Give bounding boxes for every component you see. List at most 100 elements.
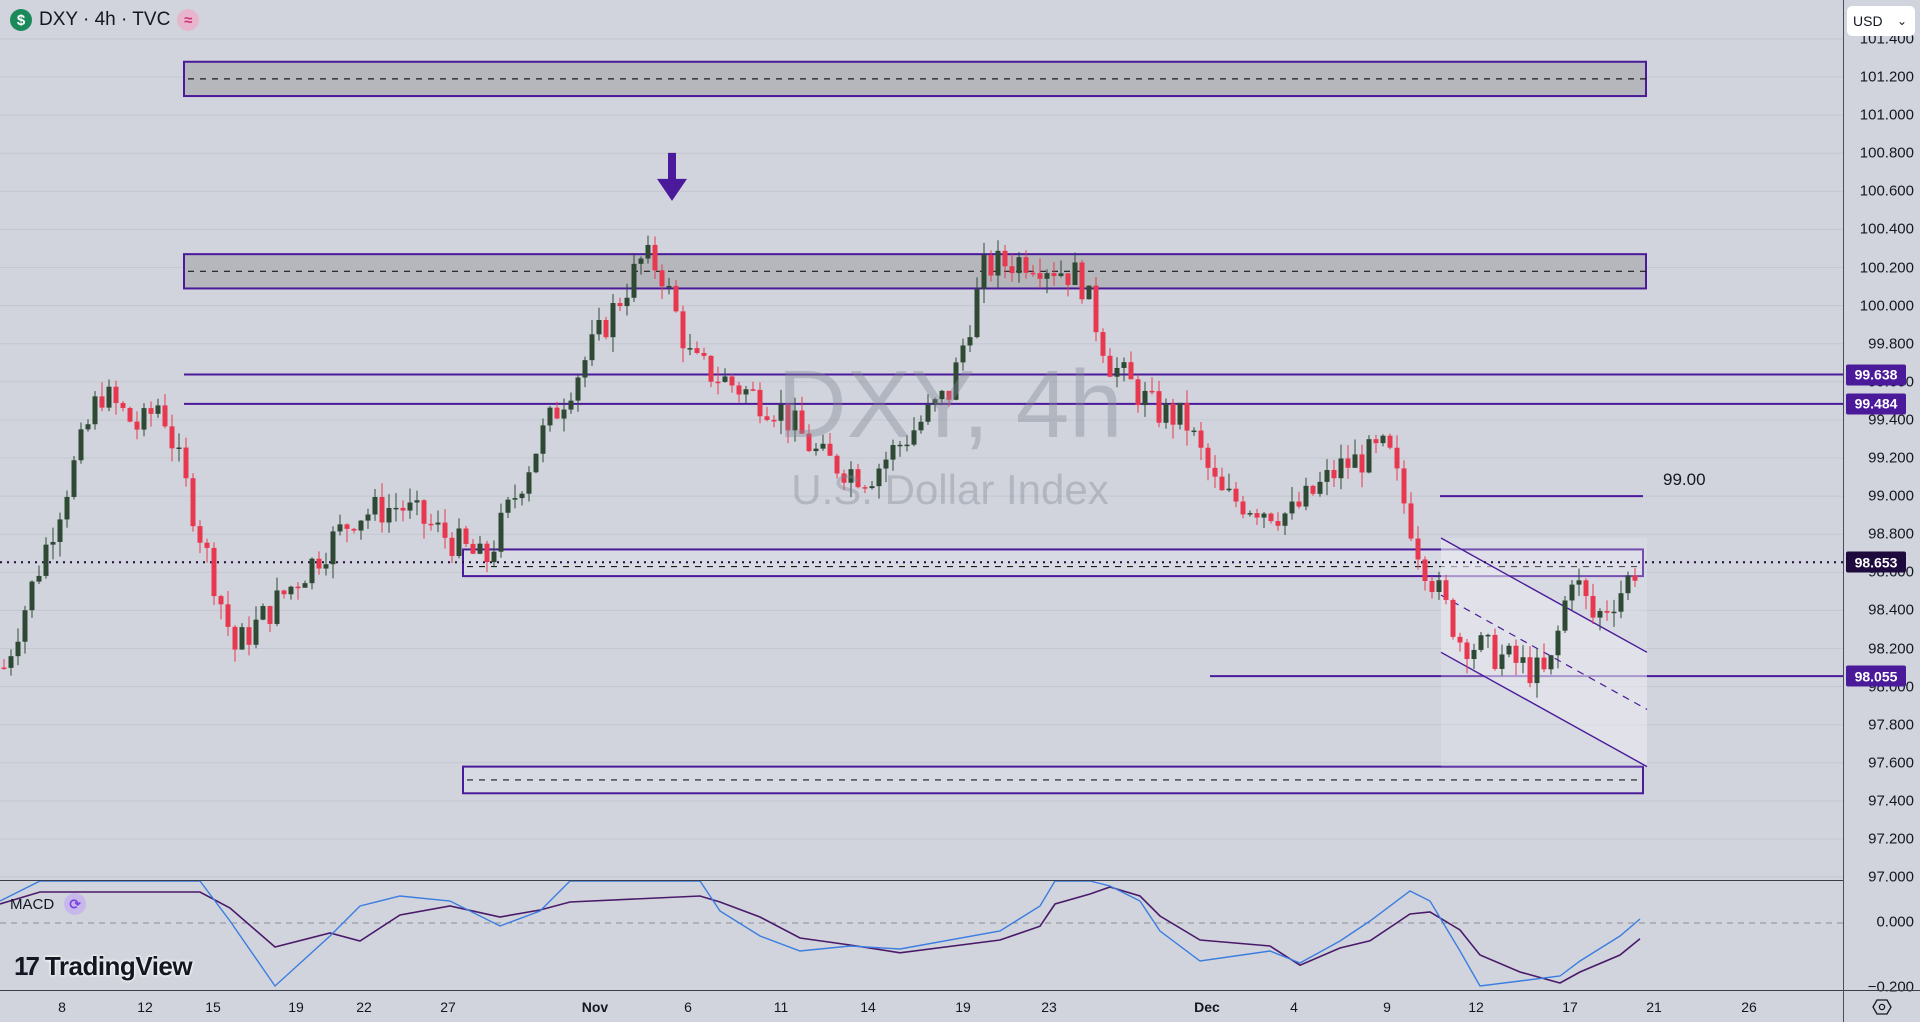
candle xyxy=(911,430,917,445)
candle xyxy=(869,486,875,489)
candle xyxy=(1254,513,1260,518)
candle xyxy=(1079,262,1085,300)
symbol-title[interactable]: DXY · 4h · TVC xyxy=(39,9,171,30)
candle xyxy=(1240,501,1246,515)
candle xyxy=(1030,272,1036,275)
candle xyxy=(519,493,525,499)
candle xyxy=(78,429,84,461)
candle xyxy=(204,542,210,548)
candle xyxy=(148,408,154,414)
currency-dropdown[interactable]: USD ⌄ xyxy=(1847,6,1915,36)
gear-hex-icon xyxy=(1872,998,1892,1015)
candle xyxy=(106,386,112,408)
time-tick-label: 11 xyxy=(773,999,789,1015)
candle xyxy=(652,244,658,271)
tradingview-mark-icon: 17 xyxy=(14,951,40,981)
candle xyxy=(1317,481,1323,494)
price-tag[interactable]: 99.638 xyxy=(1846,364,1906,386)
candle xyxy=(253,619,259,645)
candle xyxy=(1037,273,1043,279)
refresh-icon[interactable]: ⟳ xyxy=(64,893,87,915)
candle xyxy=(610,303,616,338)
candle xyxy=(533,453,539,473)
candle xyxy=(939,390,945,400)
symbol-header[interactable]: $ DXY · 4h · TVC ≈ xyxy=(10,8,200,32)
price-tag[interactable]: 99.484 xyxy=(1846,393,1906,415)
candle xyxy=(1219,476,1225,491)
data-feed-icon[interactable]: ≈ xyxy=(177,9,200,31)
macd-canvas[interactable] xyxy=(0,881,1843,991)
candle xyxy=(680,311,686,349)
candle xyxy=(288,586,294,595)
price-axis[interactable]: 101.400 101.200 101.000 100.800 100.600 100.4… xyxy=(1843,0,1920,996)
dollar-circle-icon: $ xyxy=(10,9,32,31)
candle xyxy=(281,590,287,595)
candle xyxy=(1625,575,1631,594)
time-axis[interactable]: 8 12 15 19 22 27 Nov 6 11 14 19 23 Dec 4 9 12 17 21 26 xyxy=(0,990,1843,1022)
candle xyxy=(1163,403,1169,423)
candle xyxy=(1359,454,1365,473)
price-tick-label: 98.800 xyxy=(1868,525,1914,543)
tradingview-logo[interactable]: 17 TradingView xyxy=(14,951,193,982)
price-tick-label: 100.600 xyxy=(1859,182,1914,200)
candle xyxy=(1093,285,1099,333)
candle xyxy=(1296,501,1302,507)
candle xyxy=(1415,538,1421,560)
candle xyxy=(197,526,203,543)
candle xyxy=(1569,584,1575,601)
candle xyxy=(904,444,910,447)
candle xyxy=(638,258,644,264)
candle xyxy=(1338,458,1344,479)
candle xyxy=(890,445,896,460)
candle xyxy=(400,507,406,511)
candle xyxy=(771,419,777,422)
candle xyxy=(134,421,140,430)
main-price-pane[interactable]: DXY, 4h U.S. Dollar Index 99.00 $ DXY · … xyxy=(0,0,1843,880)
candle xyxy=(848,469,854,483)
candle xyxy=(1562,600,1568,631)
candle xyxy=(169,426,175,449)
candle xyxy=(393,507,399,510)
candle xyxy=(1604,611,1610,613)
candle xyxy=(750,389,756,391)
price-tick-label: 97.600 xyxy=(1868,754,1914,772)
price-chart-canvas[interactable] xyxy=(0,0,1843,880)
candle xyxy=(1422,559,1428,582)
price-tick-label: 99.400 xyxy=(1868,411,1914,429)
candle xyxy=(785,404,791,431)
candle xyxy=(1576,580,1582,585)
candle xyxy=(1471,649,1477,660)
time-tick-label: 17 xyxy=(1562,999,1578,1015)
settings-button[interactable] xyxy=(1843,990,1920,1022)
candle xyxy=(1065,273,1071,286)
candle xyxy=(1149,390,1155,393)
candle xyxy=(113,386,119,404)
candle xyxy=(799,410,805,434)
candle xyxy=(1520,657,1526,663)
candle xyxy=(463,528,469,544)
price-tick-label: 97.200 xyxy=(1868,830,1914,848)
candle xyxy=(1268,513,1274,522)
candle xyxy=(141,408,147,430)
price-tag[interactable]: 98.055 xyxy=(1846,665,1906,687)
candle xyxy=(659,270,665,287)
chevron-down-icon: ⌄ xyxy=(1896,14,1907,28)
candle xyxy=(1121,362,1127,368)
macd-pane[interactable]: MACD ⟳ 17 TradingView xyxy=(0,880,1843,990)
candle xyxy=(1072,262,1078,286)
time-tick-label: 15 xyxy=(205,999,221,1015)
macd-legend[interactable]: MACD ⟳ xyxy=(10,893,87,915)
time-tick-label: Nov xyxy=(581,999,609,1015)
candle xyxy=(666,285,672,288)
price-tag[interactable]: 98.653 xyxy=(1846,551,1906,573)
time-tick-label: 9 xyxy=(1383,999,1391,1015)
candle xyxy=(1506,645,1512,655)
price-tick-label: 101.000 xyxy=(1859,106,1914,124)
candle xyxy=(925,404,931,422)
candle xyxy=(1261,513,1267,518)
candle xyxy=(218,596,224,605)
candle xyxy=(1590,596,1596,618)
candle xyxy=(295,586,301,589)
candle xyxy=(1408,503,1414,539)
candle xyxy=(1051,273,1057,277)
